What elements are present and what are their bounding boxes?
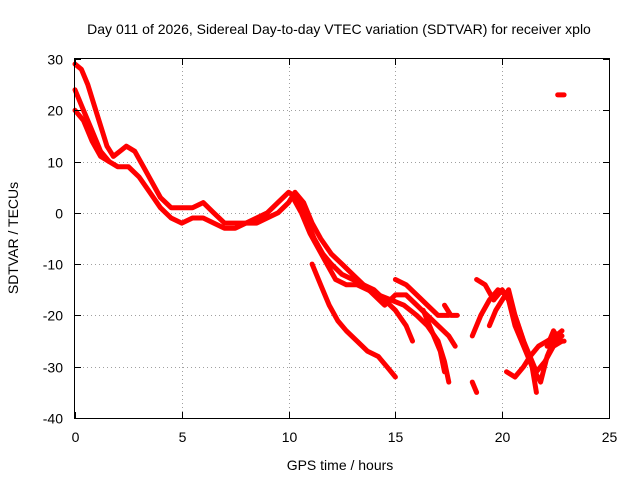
series-track-8 [442,302,460,318]
series-track-14 [544,328,567,349]
series-track-7 [420,307,447,375]
y-tick-label: -20 [43,308,63,324]
y-axis-label: SDTVAR / TECUs [5,182,21,294]
x-axis-label: GPS time / hours [287,457,394,473]
y-tick-label: 30 [47,52,63,68]
series-layer [72,61,567,395]
series-track-3 [72,107,112,165]
x-tick-label: 25 [602,429,618,445]
series-track-6 [392,277,452,318]
series-track-5 [309,261,398,380]
y-tick-label: -30 [43,360,63,376]
y-tick-label: -40 [43,411,63,427]
y-tick-label: 10 [47,155,63,171]
x-tick-label: 5 [179,429,187,445]
y-tick-label: -10 [43,257,63,273]
series-track-2 [72,87,415,344]
series-track-13 [504,328,565,380]
x-tick-label: 15 [388,429,404,445]
series-track-12 [486,287,565,375]
plot-frame [74,58,610,419]
x-tick-label: 0 [72,429,80,445]
x-tick-label: 20 [495,429,511,445]
y-tick-label: 20 [47,103,63,119]
chart-title: Day 011 of 2026, Sidereal Day-to-day VTE… [87,21,591,37]
axis-ticks: 0 5 10 15 20 25 -40 -30 -20 -10 0 10 20 30 [43,52,618,446]
series-track-9 [469,379,480,395]
series-track-10 [469,287,539,395]
y-tick-label: 0 [55,206,63,222]
x-tick-label: 10 [282,429,298,445]
